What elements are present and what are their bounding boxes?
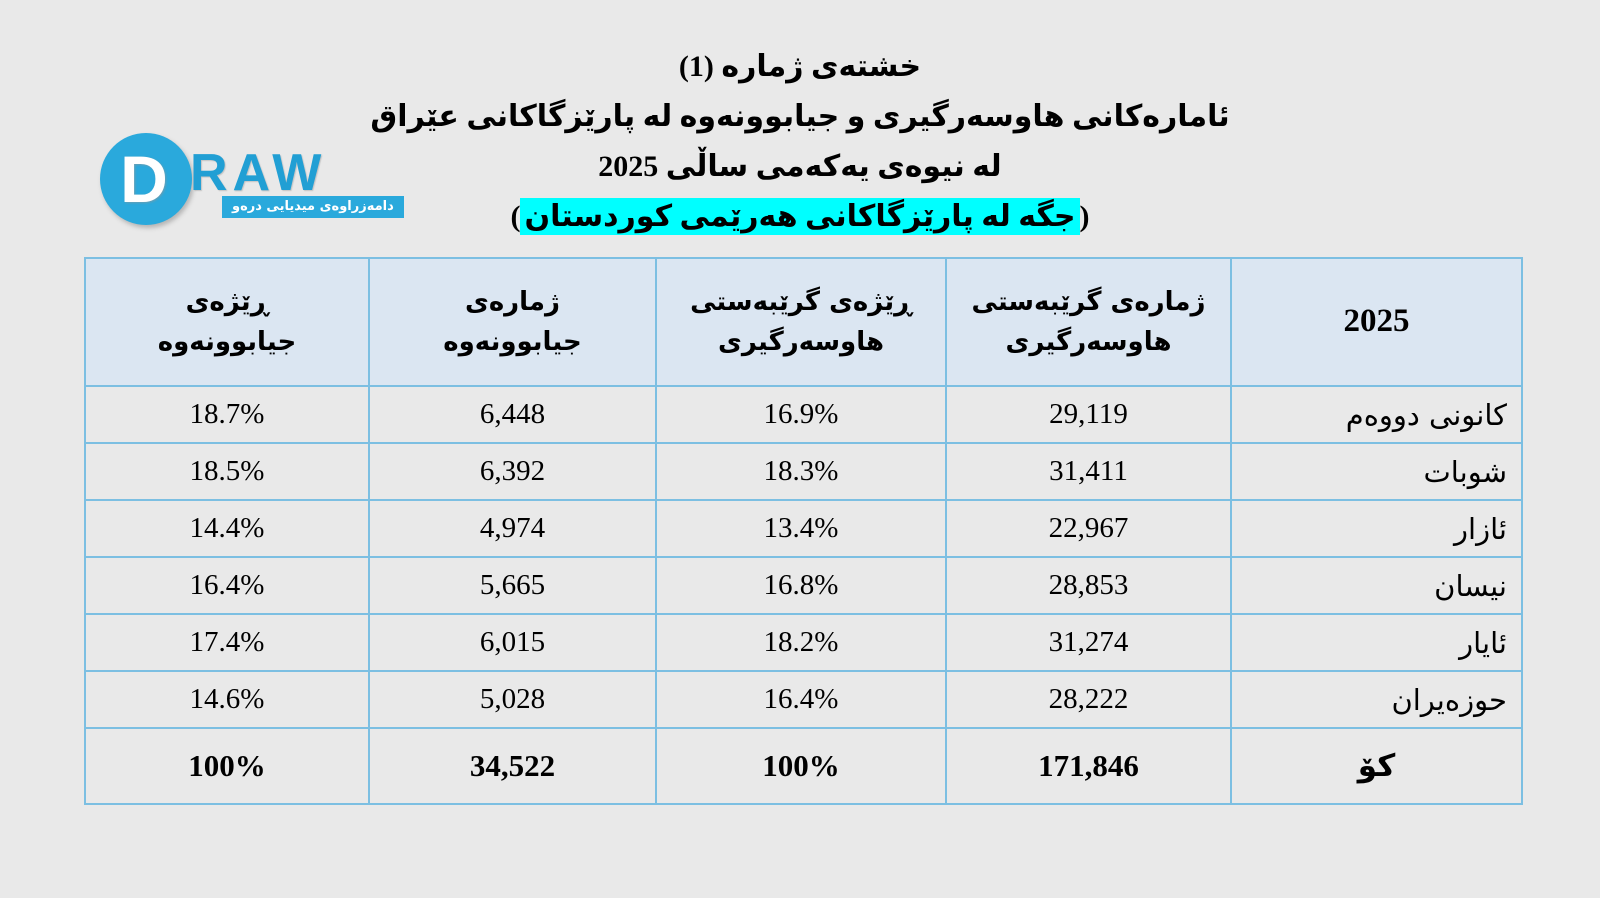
divorce-rate-cell: 18.7% — [84, 385, 370, 444]
month-cell: ئایار — [1230, 613, 1523, 672]
logo-banner-text: دامەزراوەی میدیایی درەو — [222, 196, 404, 218]
marriage-rate-cell: 16.9% — [655, 385, 947, 444]
marriage-count-cell: 29,119 — [945, 385, 1232, 444]
divorce-count-cell: 5,665 — [368, 556, 657, 615]
header-marriage-rate: ڕێژەی گرێبەستی هاوسەرگیری — [655, 257, 947, 387]
header-marriage-count: ژمارەی گرێبەستی هاوسەرگیری — [945, 257, 1232, 387]
month-cell: نیسان — [1230, 556, 1523, 615]
marriage-count-cell: 22,967 — [945, 499, 1232, 558]
marriage-count-cell: 28,222 — [945, 670, 1232, 729]
table-row-april: نیسان 28,853 16.8% 5,665 16.4% — [84, 556, 1523, 615]
total-marriage-rate-cell: 100% — [655, 727, 947, 805]
header-divorce-count: ژمارەی جیابوونەوە — [368, 257, 657, 387]
month-cell: شوبات — [1230, 442, 1523, 501]
marriage-count-cell: 28,853 — [945, 556, 1232, 615]
table-number-title: خشتەی ژمارە (1) — [678, 50, 922, 83]
divorce-count-cell: 6,392 — [368, 442, 657, 501]
title-block: خشتەی ژمارە (1) ئامارەکانی هاوسەرگیری و … — [0, 42, 1600, 242]
title-period: لە نیوەی یەکەمی ساڵی 2025 — [598, 150, 1002, 183]
divorce-count-cell: 6,015 — [368, 613, 657, 672]
highlighted-exclusion-text: جگە لە پارێزگاکانی هەرێمی کوردستان — [520, 198, 1080, 235]
table-row-january: کانونی دووەم 29,119 16.9% 6,448 18.7% — [84, 385, 1523, 444]
marriage-rate-cell: 18.3% — [655, 442, 947, 501]
logo-circle: D — [100, 133, 192, 225]
marriage-count-cell: 31,274 — [945, 613, 1232, 672]
table-row-may: ئایار 31,274 18.2% 6,015 17.4% — [84, 613, 1523, 672]
title-subject: ئامارەکانی هاوسەرگیری و جیابوونەوە لە پا… — [370, 100, 1230, 133]
paren-open: ( — [1079, 200, 1090, 233]
title-exclusion-note: (جگە لە پارێزگاکانی هەرێمی کوردستان) — [0, 192, 1600, 242]
total-divorce-rate-cell: 100% — [84, 727, 370, 805]
logo-raw-text: RAW — [190, 144, 327, 202]
draw-media-logo: D RAW دامەزراوەی میدیایی درەو — [100, 133, 404, 233]
paren-close: ) — [510, 200, 521, 233]
table-row-march: ئازار 22,967 13.4% 4,974 14.4% — [84, 499, 1523, 558]
logo-d-letter: D — [120, 142, 168, 216]
divorce-count-cell: 6,448 — [368, 385, 657, 444]
divorce-rate-cell: 16.4% — [84, 556, 370, 615]
month-cell: حوزەیران — [1230, 670, 1523, 729]
total-label-cell: کۆ — [1230, 727, 1523, 805]
header-divorce-rate: ڕێژەی جیابوونەوە — [84, 257, 370, 387]
divorce-rate-cell: 14.4% — [84, 499, 370, 558]
divorce-rate-cell: 14.6% — [84, 670, 370, 729]
table-row-february: شوبات 31,411 18.3% 6,392 18.5% — [84, 442, 1523, 501]
month-cell: کانونی دووەم — [1230, 385, 1523, 444]
table-total-row: کۆ 171,846 100% 34,522 100% — [84, 727, 1523, 805]
marriage-rate-cell: 18.2% — [655, 613, 947, 672]
header-year: 2025 — [1230, 257, 1523, 387]
marriage-rate-cell: 13.4% — [655, 499, 947, 558]
month-cell: ئازار — [1230, 499, 1523, 558]
marriage-rate-cell: 16.4% — [655, 670, 947, 729]
total-divorce-count-cell: 34,522 — [368, 727, 657, 805]
marriage-count-cell: 31,411 — [945, 442, 1232, 501]
total-marriage-count-cell: 171,846 — [945, 727, 1232, 805]
table-row-june: حوزەیران 28,222 16.4% 5,028 14.6% — [84, 670, 1523, 729]
table-header-row: 2025 ژمارەی گرێبەستی هاوسەرگیری ڕێژەی گر… — [84, 257, 1523, 387]
marriage-divorce-statistics-table: 2025 ژمارەی گرێبەستی هاوسەرگیری ڕێژەی گر… — [84, 257, 1523, 805]
divorce-rate-cell: 18.5% — [84, 442, 370, 501]
divorce-rate-cell: 17.4% — [84, 613, 370, 672]
marriage-rate-cell: 16.8% — [655, 556, 947, 615]
divorce-count-cell: 5,028 — [368, 670, 657, 729]
divorce-count-cell: 4,974 — [368, 499, 657, 558]
